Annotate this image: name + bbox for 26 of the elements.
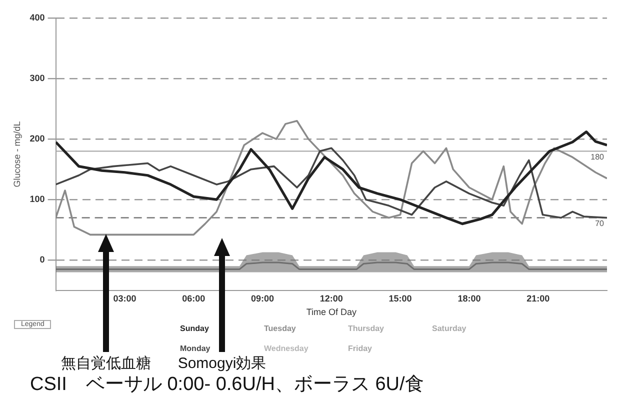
y-tick-label: 400 [30, 12, 45, 22]
x-tick-label: 18:00 [458, 293, 481, 304]
text: Thursday [348, 324, 384, 333]
x-axis-title: Time Of Day [306, 307, 357, 318]
text: Friday [348, 344, 372, 353]
y-tick-label: 100 [30, 194, 45, 204]
y-tick-label: 300 [30, 73, 45, 84]
ref-line-label: 180 [590, 152, 605, 162]
text: CSII ベーサル 0:00- 0.6U/H、ボーラス 6U/食 [30, 374, 424, 395]
x-tick-label: 06:00 [182, 293, 206, 304]
x-tick-label: 21:00 [526, 293, 550, 304]
x-tick-label: 15:00 [388, 293, 412, 304]
text: Wednesday [264, 344, 308, 353]
text: Tuesday [264, 324, 296, 333]
y-axis-title: Glucose - mg/dL [12, 121, 22, 188]
text: 無自覚低血糖 [61, 355, 151, 372]
x-tick-label: 12:00 [320, 293, 343, 304]
text: Sunday [180, 324, 209, 333]
x-tick-label: 09:00 [250, 293, 274, 304]
text: Saturday [432, 324, 466, 333]
ref-line-label: 70 [595, 218, 605, 228]
text: Monday [180, 344, 210, 353]
x-tick-label: 03:00 [113, 293, 136, 304]
y-tick-label: 200 [30, 134, 45, 144]
y-tick-label: 0 [40, 254, 45, 265]
text: Somogyi効果 [178, 355, 266, 372]
